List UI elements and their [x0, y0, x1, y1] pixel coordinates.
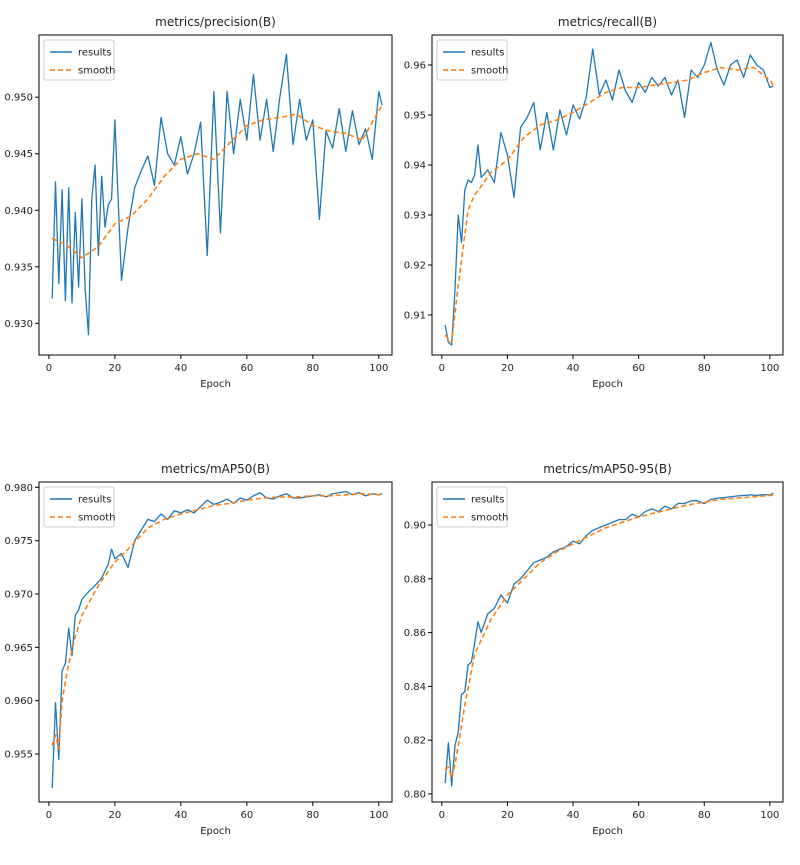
x-tick-label: 60: [632, 363, 645, 374]
x-tick-label: 100: [760, 363, 779, 374]
chart-title: metrics/precision(B): [155, 15, 276, 29]
chart-title: metrics/mAP50(B): [161, 462, 270, 476]
y-tick-label: 0.955: [4, 750, 33, 761]
x-tick-label: 60: [632, 810, 645, 821]
x-tick-label: 40: [567, 810, 580, 821]
x-tick-label: 20: [501, 810, 514, 821]
x-axis-label: Epoch: [592, 379, 623, 390]
x-tick-label: 40: [174, 363, 187, 374]
x-tick-label: 0: [46, 363, 52, 374]
x-axis-label: Epoch: [592, 826, 623, 837]
y-tick-label: 0.90: [404, 521, 426, 532]
y-tick-label: 0.93: [404, 211, 426, 222]
series-line-smooth: [444, 494, 774, 779]
x-tick-label: 20: [501, 363, 514, 374]
y-tick-label: 0.960: [4, 696, 33, 707]
legend-label-results: results: [78, 48, 112, 59]
x-tick-label: 0: [439, 810, 445, 821]
y-tick-label: 0.930: [4, 319, 33, 330]
x-tick-label: 60: [240, 363, 253, 374]
y-tick-label: 0.95: [404, 111, 426, 122]
series-line-smooth: [51, 104, 383, 259]
x-axis-label: Epoch: [200, 379, 231, 390]
legend-label-smooth: smooth: [78, 513, 115, 524]
axes-frame: [431, 481, 784, 803]
series-line-results: [51, 490, 383, 789]
x-tick-label: 80: [698, 363, 711, 374]
series-line-results: [444, 41, 774, 346]
legend-label-results: results: [471, 495, 505, 506]
x-tick-label: 80: [306, 363, 319, 374]
chart-title: metrics/recall(B): [558, 15, 657, 29]
y-tick-label: 0.92: [404, 261, 426, 272]
x-tick-label: 20: [109, 363, 122, 374]
y-tick-label: 0.84: [404, 682, 426, 693]
x-tick-label: 40: [567, 363, 580, 374]
series-line-smooth: [51, 492, 383, 750]
chart-precision: metrics/precision(B) 0 20 40 60 80 100 0.930 0.9…: [4, 15, 393, 390]
legend-label-results: results: [78, 495, 112, 506]
legend-label-smooth: smooth: [471, 66, 508, 77]
legend-label-smooth: smooth: [78, 66, 115, 77]
x-tick-label: 100: [369, 810, 388, 821]
chart-map50: metrics/mAP50(B) 0 20 40 60 80 100 0.955 0.960 0.…: [4, 462, 393, 837]
y-tick-label: 0.945: [4, 149, 33, 160]
x-tick-label: 80: [306, 810, 319, 821]
x-tick-label: 60: [240, 810, 253, 821]
y-tick-label: 0.980: [4, 483, 33, 494]
chart-recall: metrics/recall(B) 0 20 40 60 80 100 0.91 0.92 0.9…: [404, 15, 784, 390]
y-tick-label: 0.80: [404, 789, 426, 800]
axes-frame: [38, 481, 393, 803]
x-tick-label: 0: [46, 810, 52, 821]
y-tick-label: 0.86: [404, 628, 426, 639]
y-tick-label: 0.965: [4, 643, 33, 654]
x-tick-label: 80: [698, 810, 711, 821]
y-tick-label: 0.91: [404, 311, 426, 322]
y-tick-label: 0.950: [4, 93, 33, 104]
y-tick-label: 0.88: [404, 574, 426, 585]
x-axis-label: Epoch: [200, 826, 231, 837]
x-tick-label: 40: [174, 810, 187, 821]
axes-frame: [431, 34, 784, 356]
y-tick-label: 0.94: [404, 161, 426, 172]
x-tick-label: 100: [760, 810, 779, 821]
legend-label-smooth: smooth: [471, 513, 508, 524]
chart-title: metrics/mAP50-95(B): [543, 462, 672, 476]
series-line-results: [444, 492, 774, 787]
y-tick-label: 0.82: [404, 736, 426, 747]
y-tick-label: 0.96: [404, 61, 426, 72]
series-line-smooth: [444, 66, 774, 344]
x-tick-label: 20: [109, 810, 122, 821]
y-tick-label: 0.970: [4, 590, 33, 601]
x-tick-label: 0: [439, 363, 445, 374]
y-tick-label: 0.935: [4, 262, 33, 273]
chart-map5095: metrics/mAP50-95(B) 0 20 40 60 80 100 0.80 0.82 0…: [404, 462, 784, 837]
series-line-results: [51, 53, 383, 336]
axes-frame: [38, 34, 393, 356]
legend-label-results: results: [471, 48, 505, 59]
y-tick-label: 0.940: [4, 206, 33, 217]
x-tick-label: 100: [369, 363, 388, 374]
y-tick-label: 0.975: [4, 536, 33, 547]
